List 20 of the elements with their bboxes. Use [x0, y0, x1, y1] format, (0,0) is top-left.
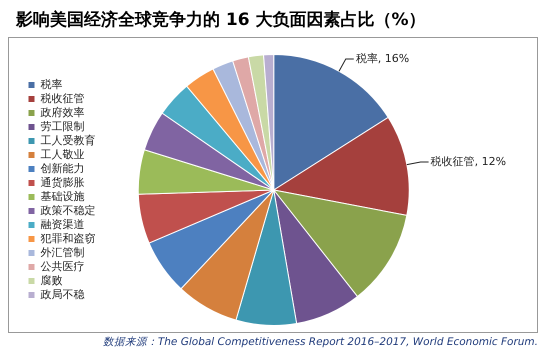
data-label: 税收征管, 12%	[430, 154, 506, 168]
legend-label: 政府效率	[40, 106, 84, 119]
legend-label: 通货膨胀	[40, 176, 84, 189]
legend-label: 腐败	[40, 274, 62, 287]
legend-label: 外汇管制	[40, 246, 84, 259]
legend-label: 政局不稳	[40, 288, 84, 301]
legend-label: 犯罪和盗窃	[40, 232, 96, 245]
legend-label: 税收征管	[40, 92, 84, 105]
legend-label: 政策不稳定	[40, 204, 96, 217]
legend-label: 工人受教育	[40, 134, 96, 147]
chart-title: 影响美国经济全球竞争力的 16 大负面因素占比（%）	[16, 9, 427, 31]
legend-label: 劳工限制	[40, 120, 84, 133]
legend-label: 公共医疗	[40, 260, 84, 273]
legend-label: 基础设施	[40, 190, 84, 203]
data-label: 税率, 16%	[356, 52, 410, 65]
legend-label: 税率	[40, 78, 62, 91]
legend-label: 融资渠道	[40, 218, 84, 231]
legend-label: 创新能力	[40, 162, 84, 175]
legend-label: 工人敬业	[40, 148, 84, 161]
source-note: 数据来源：The Global Competitiveness Report 2016–2017, World Economic Forum.	[102, 335, 538, 349]
